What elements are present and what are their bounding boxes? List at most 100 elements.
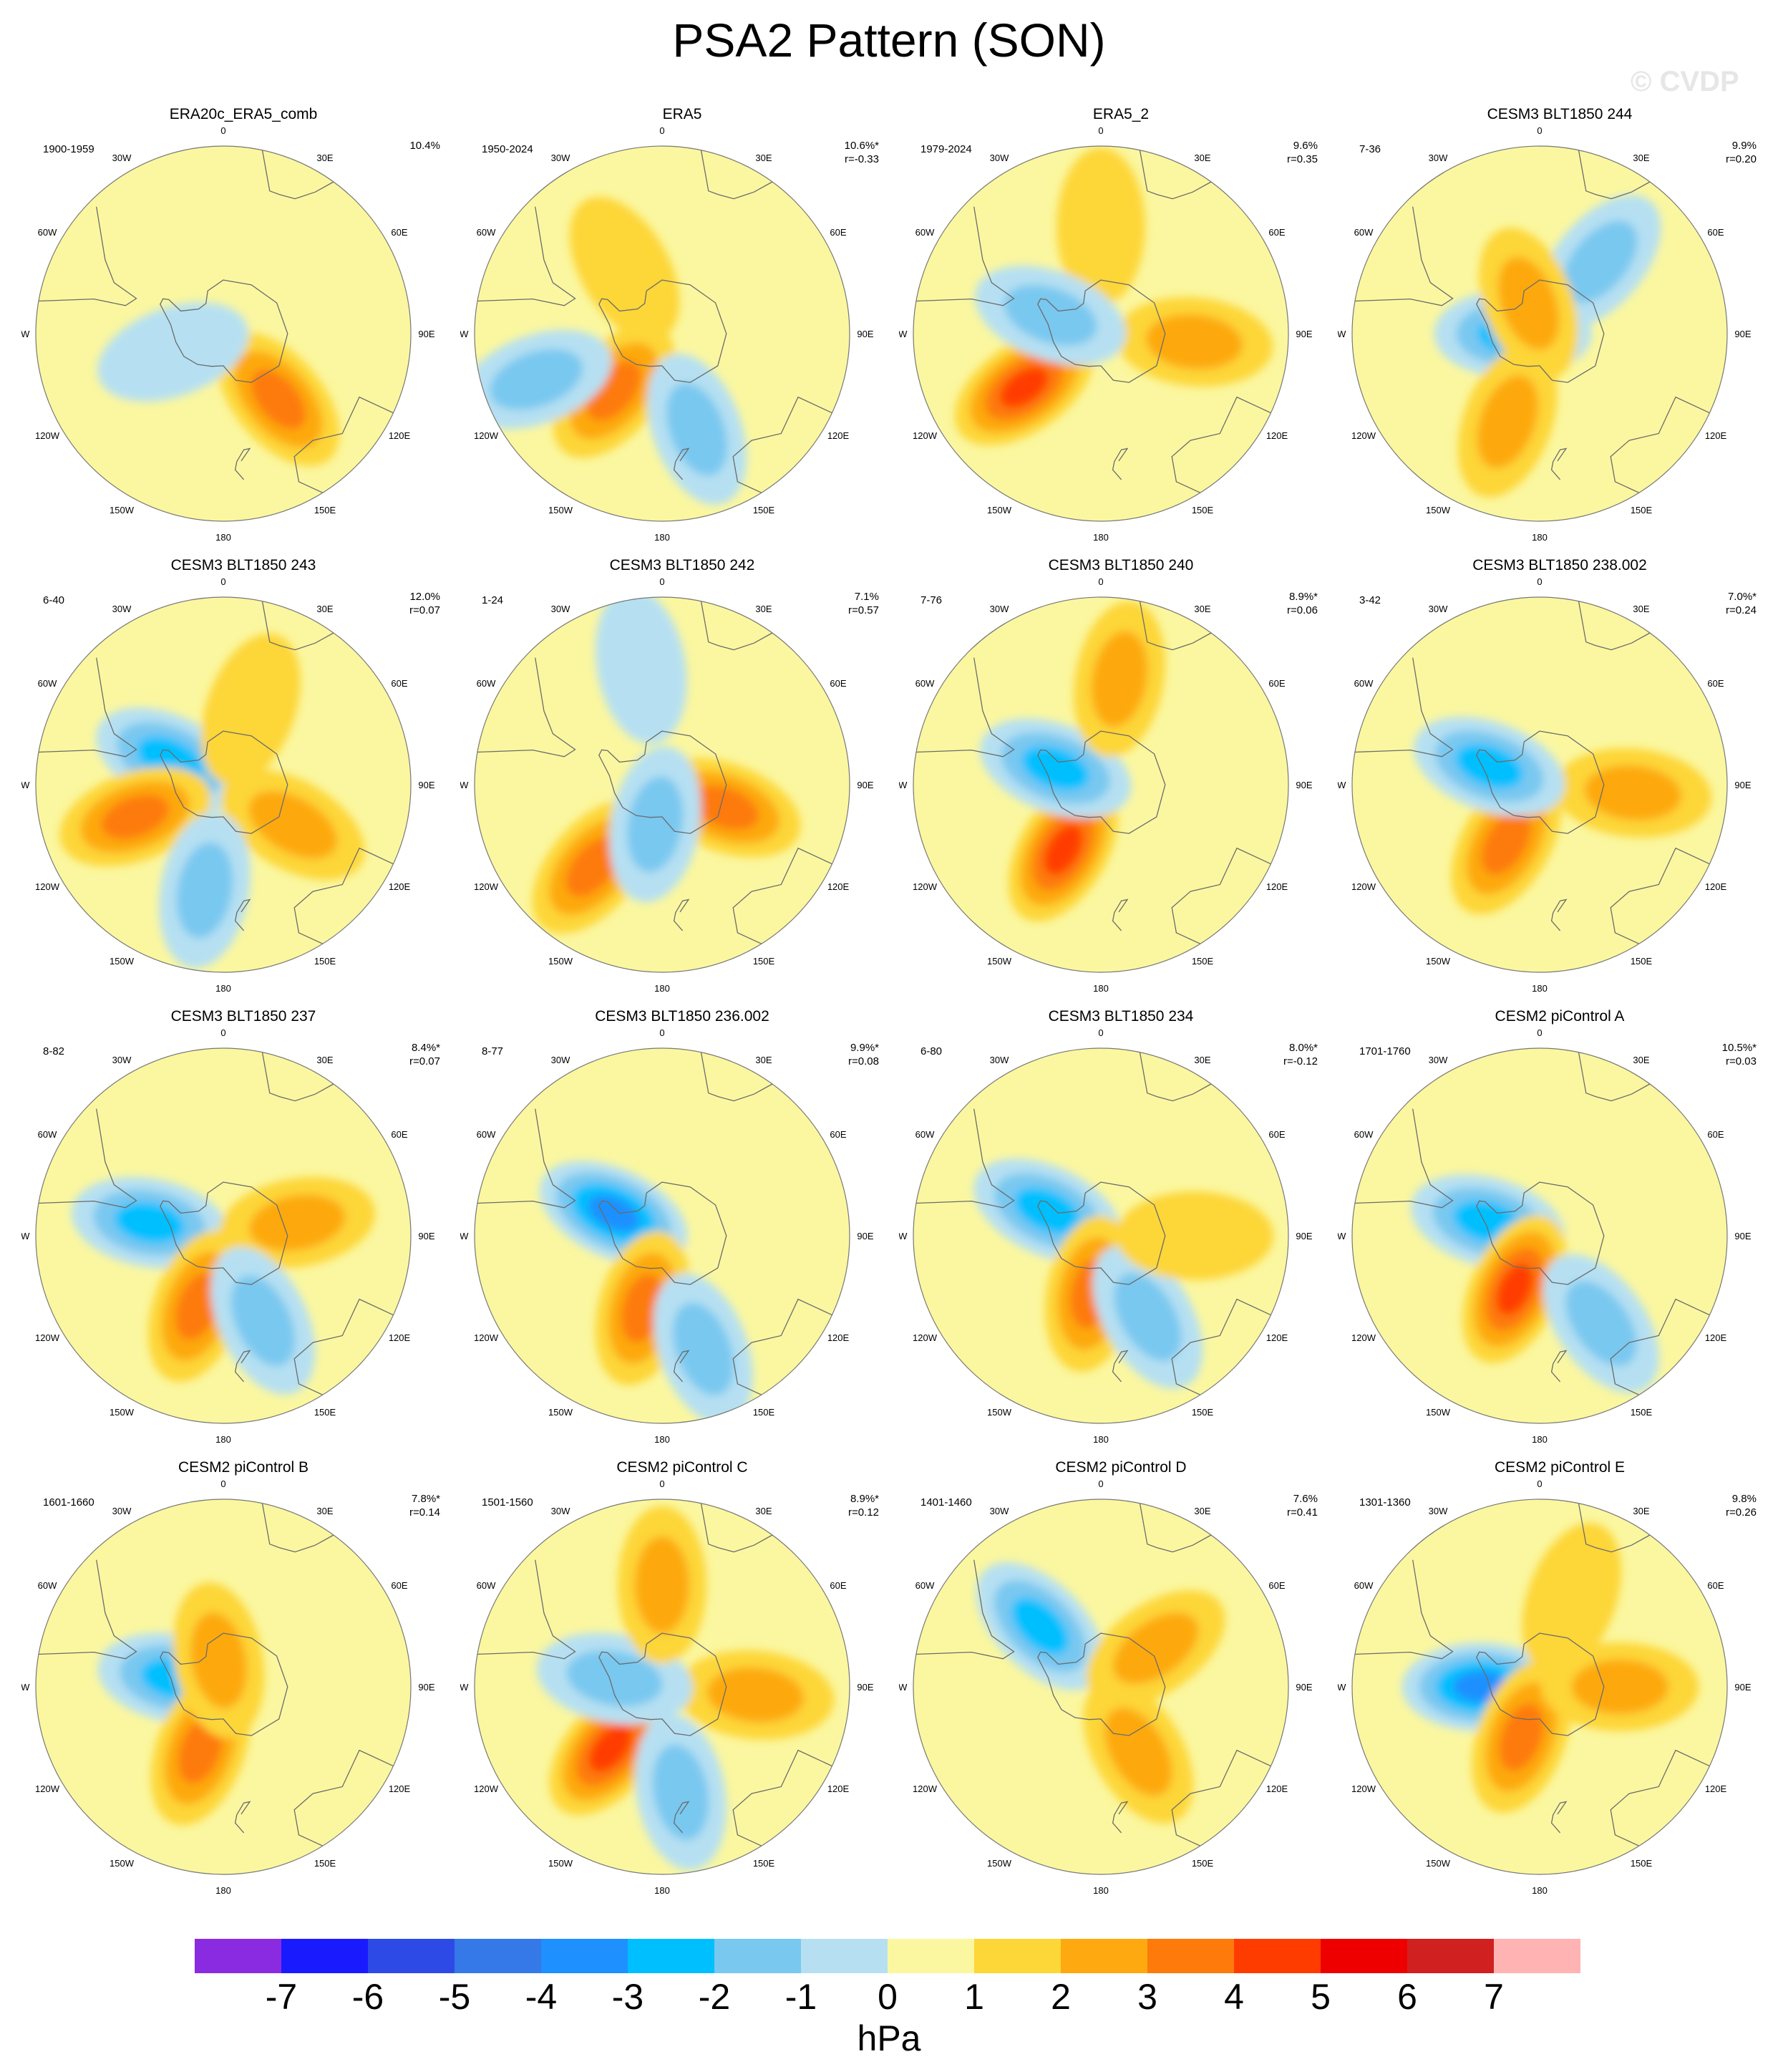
longitude-label: 120W	[913, 430, 938, 441]
longitude-label: 30E	[1194, 1506, 1210, 1516]
panel-variance-pct: 9.9%	[1731, 140, 1757, 152]
map-boundary	[474, 1499, 850, 1875]
longitude-label: 90W	[899, 1231, 908, 1241]
longitude-label: 30E	[755, 153, 772, 163]
panel-correlation: r=0.12	[848, 1506, 879, 1519]
longitude-label: 120W	[913, 1332, 938, 1343]
africa-coastline	[1139, 1052, 1212, 1102]
longitude-label: 60E	[1707, 227, 1724, 238]
south-america-coastline	[38, 206, 137, 306]
australia-coastline	[1171, 847, 1271, 944]
longitude-label: 30E	[1633, 1055, 1649, 1065]
longitude-label: 150E	[753, 1858, 775, 1869]
africa-coastline	[1139, 601, 1212, 651]
longitude-label: 90W	[460, 1231, 469, 1241]
polar-map: 0 30E 60E 90E 120E 150E 180 150W 120W 90W 60W 30W	[21, 576, 435, 994]
africa-coastline	[1578, 1503, 1651, 1553]
longitude-label: 0	[659, 1478, 664, 1489]
anomaly-contour	[1056, 147, 1145, 306]
anomaly-contour	[1565, 1281, 1637, 1367]
panel-title: CESM3 BLT1850 244	[1487, 106, 1633, 122]
map-boundary	[913, 1047, 1289, 1424]
colorbar-tick-label: -7	[265, 1977, 298, 2017]
longitude-label: 150E	[753, 956, 775, 967]
longitude-label: 120E	[827, 881, 850, 892]
africa-coastline	[1578, 1052, 1651, 1102]
longitude-label: 30E	[1194, 1055, 1210, 1065]
anomaly-contour	[97, 302, 249, 402]
anomaly-contour	[115, 1202, 185, 1244]
longitude-label: 0	[220, 576, 225, 587]
panel-title: CESM3 BLT1850 242	[609, 557, 755, 573]
panel-title: ERA5_2	[1092, 106, 1150, 122]
antarctica-coastline	[598, 730, 727, 834]
longitude-label: 60W	[38, 1580, 57, 1591]
australia-coastline	[1610, 847, 1710, 944]
south-america-coastline	[915, 206, 1015, 306]
longitude-label: 0	[220, 125, 225, 136]
antarctica-coastline	[598, 1181, 727, 1285]
anomaly-contour	[566, 1650, 663, 1707]
panel-correlation: r=0.41	[1287, 1506, 1318, 1519]
longitude-label: 90E	[418, 1231, 434, 1241]
longitude-label: 150E	[1631, 1858, 1653, 1869]
anomaly-contour	[249, 1194, 346, 1252]
longitude-label: 0	[1537, 1027, 1542, 1038]
panel-stats: 9.6% r=0.35	[1260, 139, 1318, 166]
map-boundary	[474, 596, 850, 973]
antarctica-coastline	[1476, 1632, 1605, 1736]
colorbar-bin	[1061, 1939, 1148, 1973]
colorbar-tick-label: -2	[698, 1977, 731, 2017]
longitude-label: 120W	[35, 1783, 60, 1794]
antarctica-coastline	[160, 279, 288, 383]
longitude-label: 60E	[1268, 227, 1285, 238]
colorbar-bin	[281, 1939, 369, 1973]
panel-correlation: r=0.07	[409, 1055, 440, 1068]
map-panel: 0 30E 60E 90E 120E 150E 180 150W 120W 90W 60W 30W CE…	[460, 1459, 904, 1896]
longitude-label: 30E	[1194, 604, 1210, 614]
colorbar-bin	[195, 1939, 282, 1973]
panel-stats: 8.0%* r=-0.12	[1260, 1041, 1318, 1068]
colorbar-bin	[455, 1939, 542, 1973]
colorbar-tick-label: 6	[1397, 1977, 1417, 2017]
longitude-label: 90W	[1338, 1231, 1346, 1241]
anomaly-contour	[1116, 1191, 1273, 1280]
longitude-label: 60W	[915, 678, 935, 689]
longitude-label: 30E	[316, 604, 333, 614]
longitude-label: 60E	[830, 227, 846, 238]
antarctica-coastline	[1476, 730, 1605, 834]
colorbar-bin	[368, 1939, 455, 1973]
australia-coastline	[1171, 396, 1271, 493]
new-zealand-coastline	[1550, 1350, 1568, 1383]
africa-coastline	[1578, 601, 1651, 651]
map-panel: 0 30E 60E 90E 120E 150E 180 150W 120W 90W 60W 30W CE…	[899, 557, 1343, 994]
longitude-label: 60E	[391, 1580, 407, 1591]
panel-years: 1301-1360	[1359, 1496, 1411, 1509]
longitude-label: 90W	[1338, 1682, 1346, 1693]
longitude-label: 120E	[389, 881, 411, 892]
anomaly-contour	[652, 1744, 709, 1841]
colorbar-bin	[801, 1939, 888, 1973]
longitude-label: 60W	[915, 1129, 935, 1140]
new-zealand-coastline	[1550, 1801, 1568, 1834]
longitude-label: 180	[1093, 1885, 1109, 1896]
longitude-label: 120E	[827, 1783, 850, 1794]
longitude-label: 150W	[548, 1858, 573, 1869]
longitude-label: 0	[1098, 576, 1103, 587]
anomaly-contour	[230, 1275, 296, 1367]
longitude-label: 30E	[316, 153, 333, 163]
longitude-label: 120W	[474, 1332, 499, 1343]
panel-years: 1501-1560	[482, 1496, 533, 1509]
longitude-label: 60W	[915, 227, 935, 238]
watermark: © CVDP	[1631, 66, 1739, 97]
anomaly-contour	[595, 597, 687, 744]
colorbar-tick-label: 4	[1224, 1977, 1244, 2017]
panel-title: CESM2 piControl B	[178, 1459, 309, 1476]
new-zealand-coastline	[234, 899, 251, 931]
longitude-label: 150W	[548, 505, 573, 515]
longitude-label: 120W	[913, 1783, 938, 1794]
longitude-label: 90E	[1734, 780, 1751, 790]
panel-correlation: r=0.20	[1726, 153, 1757, 165]
longitude-label: 120W	[1351, 881, 1376, 892]
longitude-label: 60W	[38, 227, 57, 238]
